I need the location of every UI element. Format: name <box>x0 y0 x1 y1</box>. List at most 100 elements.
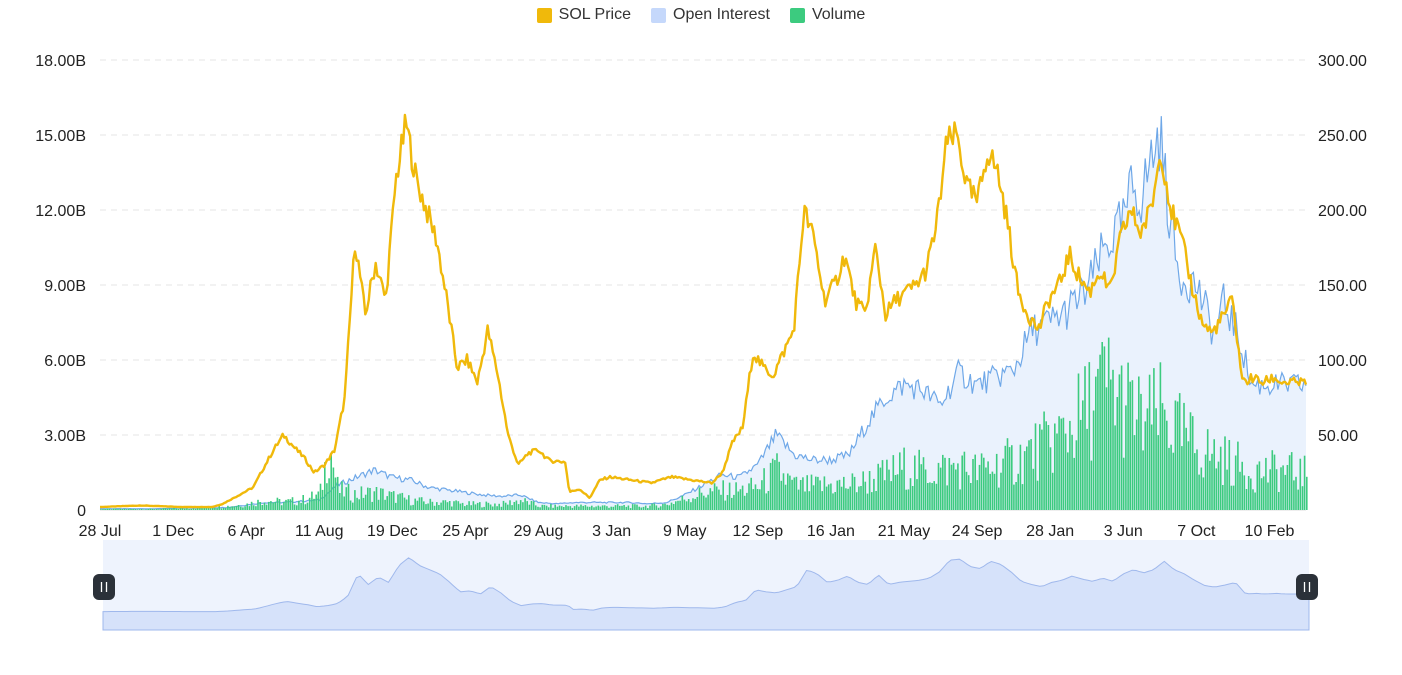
volume-bar <box>939 467 942 510</box>
volume-bar <box>550 504 552 510</box>
volume-bar <box>399 493 401 510</box>
volume-bar <box>931 483 933 510</box>
volume-bar <box>995 453 998 510</box>
volume-bar <box>149 508 152 510</box>
volume-bar <box>190 508 192 510</box>
legend-item-volume[interactable]: Volume <box>789 6 866 24</box>
volume-bar <box>894 475 897 510</box>
volume-bar <box>948 458 951 510</box>
volume-bar <box>860 486 862 510</box>
navigator-right-handle[interactable] <box>1296 574 1318 600</box>
volume-bar <box>446 502 449 510</box>
volume-bar <box>1069 420 1071 510</box>
volume-bar <box>115 508 117 510</box>
volume-bar <box>1194 453 1196 510</box>
volume-bar <box>194 508 197 510</box>
volume-bar <box>240 506 242 510</box>
volume-bar <box>386 496 388 510</box>
volume-bar <box>140 509 143 510</box>
y-left-tick-label: 0 <box>77 503 86 520</box>
volume-bar <box>1011 445 1013 510</box>
volume-bar <box>771 458 774 510</box>
volume-bar <box>1112 369 1114 510</box>
volume-bar <box>666 504 668 510</box>
volume-bar <box>375 487 378 510</box>
volume-bar <box>276 497 279 510</box>
volume-bar <box>156 509 158 510</box>
volume-bar <box>132 508 134 510</box>
volume-bar <box>1034 423 1037 510</box>
volume-bar <box>547 507 550 510</box>
volume-bar <box>1088 362 1091 510</box>
volume-bar <box>431 501 434 510</box>
volume-bar <box>944 457 946 510</box>
volume-bar <box>1250 478 1252 510</box>
volume-bar <box>690 502 692 510</box>
legend-item-sol-price[interactable]: SOL Price <box>536 6 631 24</box>
volume-bar <box>1189 412 1192 510</box>
volume-bar <box>380 488 382 510</box>
volume-bar <box>231 506 233 510</box>
navigator-left-handle[interactable] <box>93 574 115 600</box>
volume-bar <box>873 478 875 510</box>
volume-bar <box>830 483 832 510</box>
volume-bar <box>679 500 681 510</box>
volume-bar <box>317 491 320 510</box>
volume-bar <box>983 457 985 510</box>
volume-bar <box>496 506 498 510</box>
volume-bar <box>950 464 953 510</box>
volume-bar <box>687 499 690 510</box>
volume-bar <box>1021 484 1024 510</box>
volume-bar <box>597 505 600 510</box>
volume-bar <box>817 476 819 510</box>
volume-bar <box>761 480 763 510</box>
volume-bar <box>1114 425 1116 510</box>
volume-bar <box>427 503 429 510</box>
volume-bar <box>670 502 673 510</box>
volume-bar <box>438 505 440 510</box>
volume-bar <box>1092 410 1095 510</box>
volume-bar <box>903 447 905 510</box>
volume-bar <box>289 499 292 510</box>
volume-bar <box>1157 435 1159 510</box>
volume-bar <box>1187 441 1190 510</box>
navigator-right-handle-body[interactable] <box>1296 574 1318 600</box>
legend-label-volume: Volume <box>811 6 866 23</box>
volume-bar <box>110 509 113 510</box>
legend-label-open-interest: Open Interest <box>673 6 770 23</box>
volume-bar <box>907 489 910 510</box>
volume-bar <box>1153 368 1155 510</box>
volume-bar <box>1101 342 1103 510</box>
volume-bar <box>578 506 580 510</box>
volume-bar <box>634 504 636 510</box>
volume-bar <box>1271 450 1274 510</box>
volume-bar <box>425 504 427 510</box>
volume-bar <box>1045 421 1047 510</box>
volume-bar <box>668 505 671 510</box>
volume-bar <box>763 468 765 510</box>
volume-bar <box>502 500 505 510</box>
volume-bar <box>649 505 651 510</box>
volume-bar <box>151 508 154 510</box>
x-tick-label: 12 Sep <box>732 523 783 540</box>
volume-bar <box>556 506 559 510</box>
volume-bar <box>1058 416 1060 510</box>
legend-swatch-volume <box>789 7 805 23</box>
legend-item-open-interest[interactable]: Open Interest <box>651 6 770 24</box>
navigator-left-handle-body[interactable] <box>93 574 115 600</box>
y-right-tick-label: 250.00 <box>1318 128 1367 145</box>
volume-bar <box>1306 476 1308 510</box>
volume-bar <box>1131 380 1134 510</box>
volume-bar <box>965 471 968 510</box>
volume-bar <box>1129 381 1131 510</box>
volume-bar <box>1226 469 1228 510</box>
volume-bar <box>1073 457 1075 510</box>
volume-bar <box>444 500 447 510</box>
y-right-tick-label: 300.00 <box>1318 53 1367 70</box>
volume-bar <box>767 491 770 510</box>
x-tick-label: 3 Jun <box>1104 523 1143 540</box>
volume-bar <box>513 502 516 510</box>
volume-bar <box>433 505 436 510</box>
x-tick-label: 1 Dec <box>152 523 194 540</box>
volume-bar <box>476 502 479 510</box>
